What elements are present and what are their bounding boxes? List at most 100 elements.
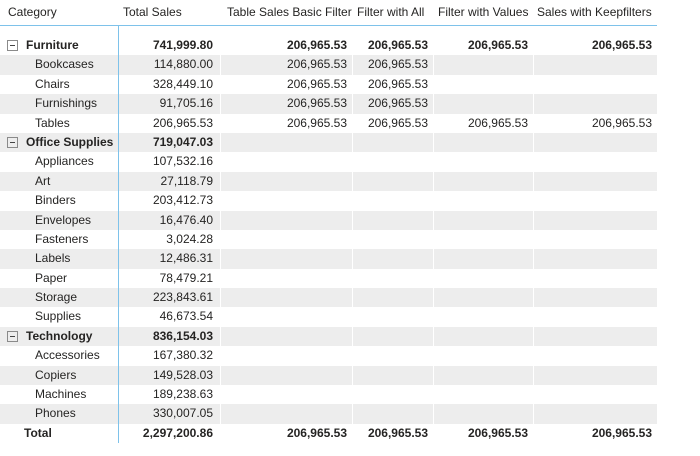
table-row[interactable]: Furnishings 91,705.16 206,965.53 206,965…	[0, 94, 657, 114]
column-header-filter-with-values[interactable]: Filter with Values	[438, 5, 529, 19]
cell-filter-with-values: 206,965.53	[433, 36, 533, 56]
cell-filter-with-all	[352, 249, 433, 269]
cell-total-sales: 328,449.10	[152, 76, 213, 91]
cell-filter-with-all	[352, 132, 433, 153]
cell-total-sales: 189,238.63	[152, 387, 213, 402]
table-row[interactable]: Technology 836,154.03	[0, 326, 657, 347]
cell-table-sales-basic-filter	[220, 191, 352, 211]
column-header-table-sales-basic-filter[interactable]: Table Sales Basic Filter	[227, 5, 352, 19]
cell-filter-with-all	[352, 210, 433, 230]
cell-filter-with-values	[433, 268, 533, 289]
cell-sales-with-keepfilters	[533, 326, 657, 347]
minus-icon	[10, 142, 15, 144]
cell-total-sales: 149,528.03	[152, 367, 213, 382]
cell-filter-with-all	[352, 268, 433, 289]
row-label: Phones	[35, 406, 76, 421]
collapse-icon[interactable]	[7, 137, 18, 149]
cell-sales-with-keepfilters	[533, 365, 657, 386]
table-row[interactable]: Accessories 167,380.32	[0, 346, 657, 366]
cell-table-sales-basic-filter	[220, 249, 352, 269]
table-row[interactable]: Total 2,297,200.86 206,965.53 206,965.53…	[0, 423, 657, 444]
cell-total-sales: 836,154.03	[152, 328, 213, 343]
table-row[interactable]: Furniture 741,999.80 206,965.53 206,965.…	[0, 36, 657, 56]
table-row[interactable]: Copiers 149,528.03	[0, 365, 657, 386]
table-row[interactable]: Office Supplies 719,047.03	[0, 132, 657, 153]
cell-table-sales-basic-filter	[220, 307, 352, 327]
cell-table-sales-basic-filter	[220, 171, 352, 192]
cell-sales-with-keepfilters	[533, 268, 657, 289]
row-label: Appliances	[35, 154, 94, 169]
cell-filter-with-values	[433, 55, 533, 75]
row-label: Office Supplies	[26, 134, 114, 149]
column-header-total-sales[interactable]: Total Sales	[123, 5, 182, 19]
row-label: Fasteners	[35, 231, 89, 246]
cell-table-sales-basic-filter	[220, 365, 352, 386]
cell-filter-with-values	[433, 385, 533, 405]
table-row[interactable]: Fasteners 3,024.28	[0, 229, 657, 250]
collapse-icon[interactable]	[7, 331, 18, 343]
cell-total-sales: 3,024.28	[166, 231, 213, 246]
table-row[interactable]: Art 27,118.79	[0, 171, 657, 192]
cell-table-sales-basic-filter	[220, 385, 352, 405]
cell-filter-with-values	[433, 307, 533, 327]
cell-table-sales-basic-filter: 206,965.53	[220, 94, 352, 114]
row-label: Accessories	[35, 348, 100, 363]
cell-total-sales: 91,705.16	[159, 96, 213, 111]
cell-filter-with-values	[433, 365, 533, 386]
collapse-icon[interactable]	[7, 40, 18, 52]
cell-filter-with-all	[352, 307, 433, 327]
cell-table-sales-basic-filter	[220, 152, 352, 172]
minus-icon	[10, 336, 15, 338]
cell-total-sales: 46,673.54	[159, 309, 213, 324]
table-row[interactable]: Phones 330,007.05	[0, 404, 657, 424]
row-label: Technology	[26, 328, 93, 343]
row-label: Labels	[35, 251, 71, 266]
cell-filter-with-values	[433, 210, 533, 230]
row-label: Machines	[35, 387, 87, 402]
table-row[interactable]: Tables 206,965.53 206,965.53 206,965.53 …	[0, 113, 657, 133]
cell-total-sales: 223,843.61	[152, 290, 213, 305]
cell-table-sales-basic-filter	[220, 346, 352, 366]
cell-sales-with-keepfilters: 206,965.53	[533, 36, 657, 56]
column-header-sales-with-keepfilters[interactable]: Sales with Keepfilters	[537, 5, 652, 19]
cell-total-sales: 27,118.79	[160, 173, 214, 188]
table-row[interactable]: Appliances 107,532.16	[0, 152, 657, 172]
cell-sales-with-keepfilters	[533, 94, 657, 114]
cell-filter-with-all	[352, 229, 433, 250]
cell-table-sales-basic-filter: 206,965.53	[220, 36, 352, 56]
row-label: Chairs	[35, 76, 70, 91]
column-header-filter-with-all[interactable]: Filter with All	[357, 5, 425, 19]
cell-total-sales: 107,532.16	[152, 154, 213, 169]
table-row[interactable]: Paper 78,479.21	[0, 268, 657, 289]
cell-sales-with-keepfilters	[533, 249, 657, 269]
row-label: Furniture	[26, 38, 79, 52]
matrix-body: Furniture 741,999.80 206,965.53 206,965.…	[0, 26, 657, 444]
table-row[interactable]: Labels 12,486.31	[0, 249, 657, 269]
table-row[interactable]: Chairs 328,449.10 206,965.53 206,965.53	[0, 74, 657, 95]
row-label: Furnishings	[35, 96, 98, 111]
cell-sales-with-keepfilters	[533, 152, 657, 172]
cell-total-sales: 114,880.00	[153, 57, 213, 72]
table-row[interactable]: Binders 203,412.73	[0, 191, 657, 211]
cell-table-sales-basic-filter	[220, 288, 352, 308]
cell-filter-with-values	[433, 326, 533, 347]
column-header-category[interactable]: Category	[8, 5, 57, 19]
cell-total-sales: 12,486.31	[159, 251, 213, 266]
cell-sales-with-keepfilters	[533, 288, 657, 308]
cell-filter-with-all	[352, 346, 433, 366]
cell-table-sales-basic-filter	[220, 210, 352, 230]
cell-filter-with-values	[433, 249, 533, 269]
table-row[interactable]: Machines 189,238.63	[0, 385, 657, 405]
cell-filter-with-values	[433, 229, 533, 250]
cell-filter-with-values	[433, 404, 533, 424]
cell-filter-with-all	[352, 365, 433, 386]
table-row[interactable]: Supplies 46,673.54	[0, 307, 657, 327]
table-row[interactable]: Bookcases 114,880.00 206,965.53 206,965.…	[0, 55, 657, 75]
row-label: Art	[35, 173, 51, 188]
table-row[interactable]: Envelopes 16,476.40	[0, 210, 657, 230]
cell-sales-with-keepfilters	[533, 404, 657, 424]
table-row[interactable]: Storage 223,843.61	[0, 288, 657, 308]
cell-filter-with-values	[433, 171, 533, 192]
pivot-matrix: Category Total Sales Table Sales Basic F…	[0, 5, 657, 444]
cell-filter-with-values	[433, 191, 533, 211]
